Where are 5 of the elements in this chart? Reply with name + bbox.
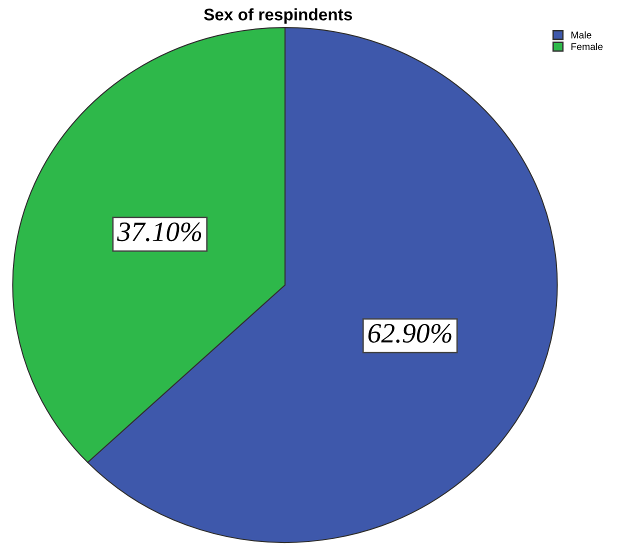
data-label: 62.90% bbox=[368, 324, 452, 343]
legend-label: Male bbox=[571, 31, 592, 38]
legend-label: Female bbox=[571, 42, 603, 50]
data-label: 37.10% bbox=[117, 222, 202, 242]
chart-title: Sex of respindents bbox=[204, 8, 352, 24]
